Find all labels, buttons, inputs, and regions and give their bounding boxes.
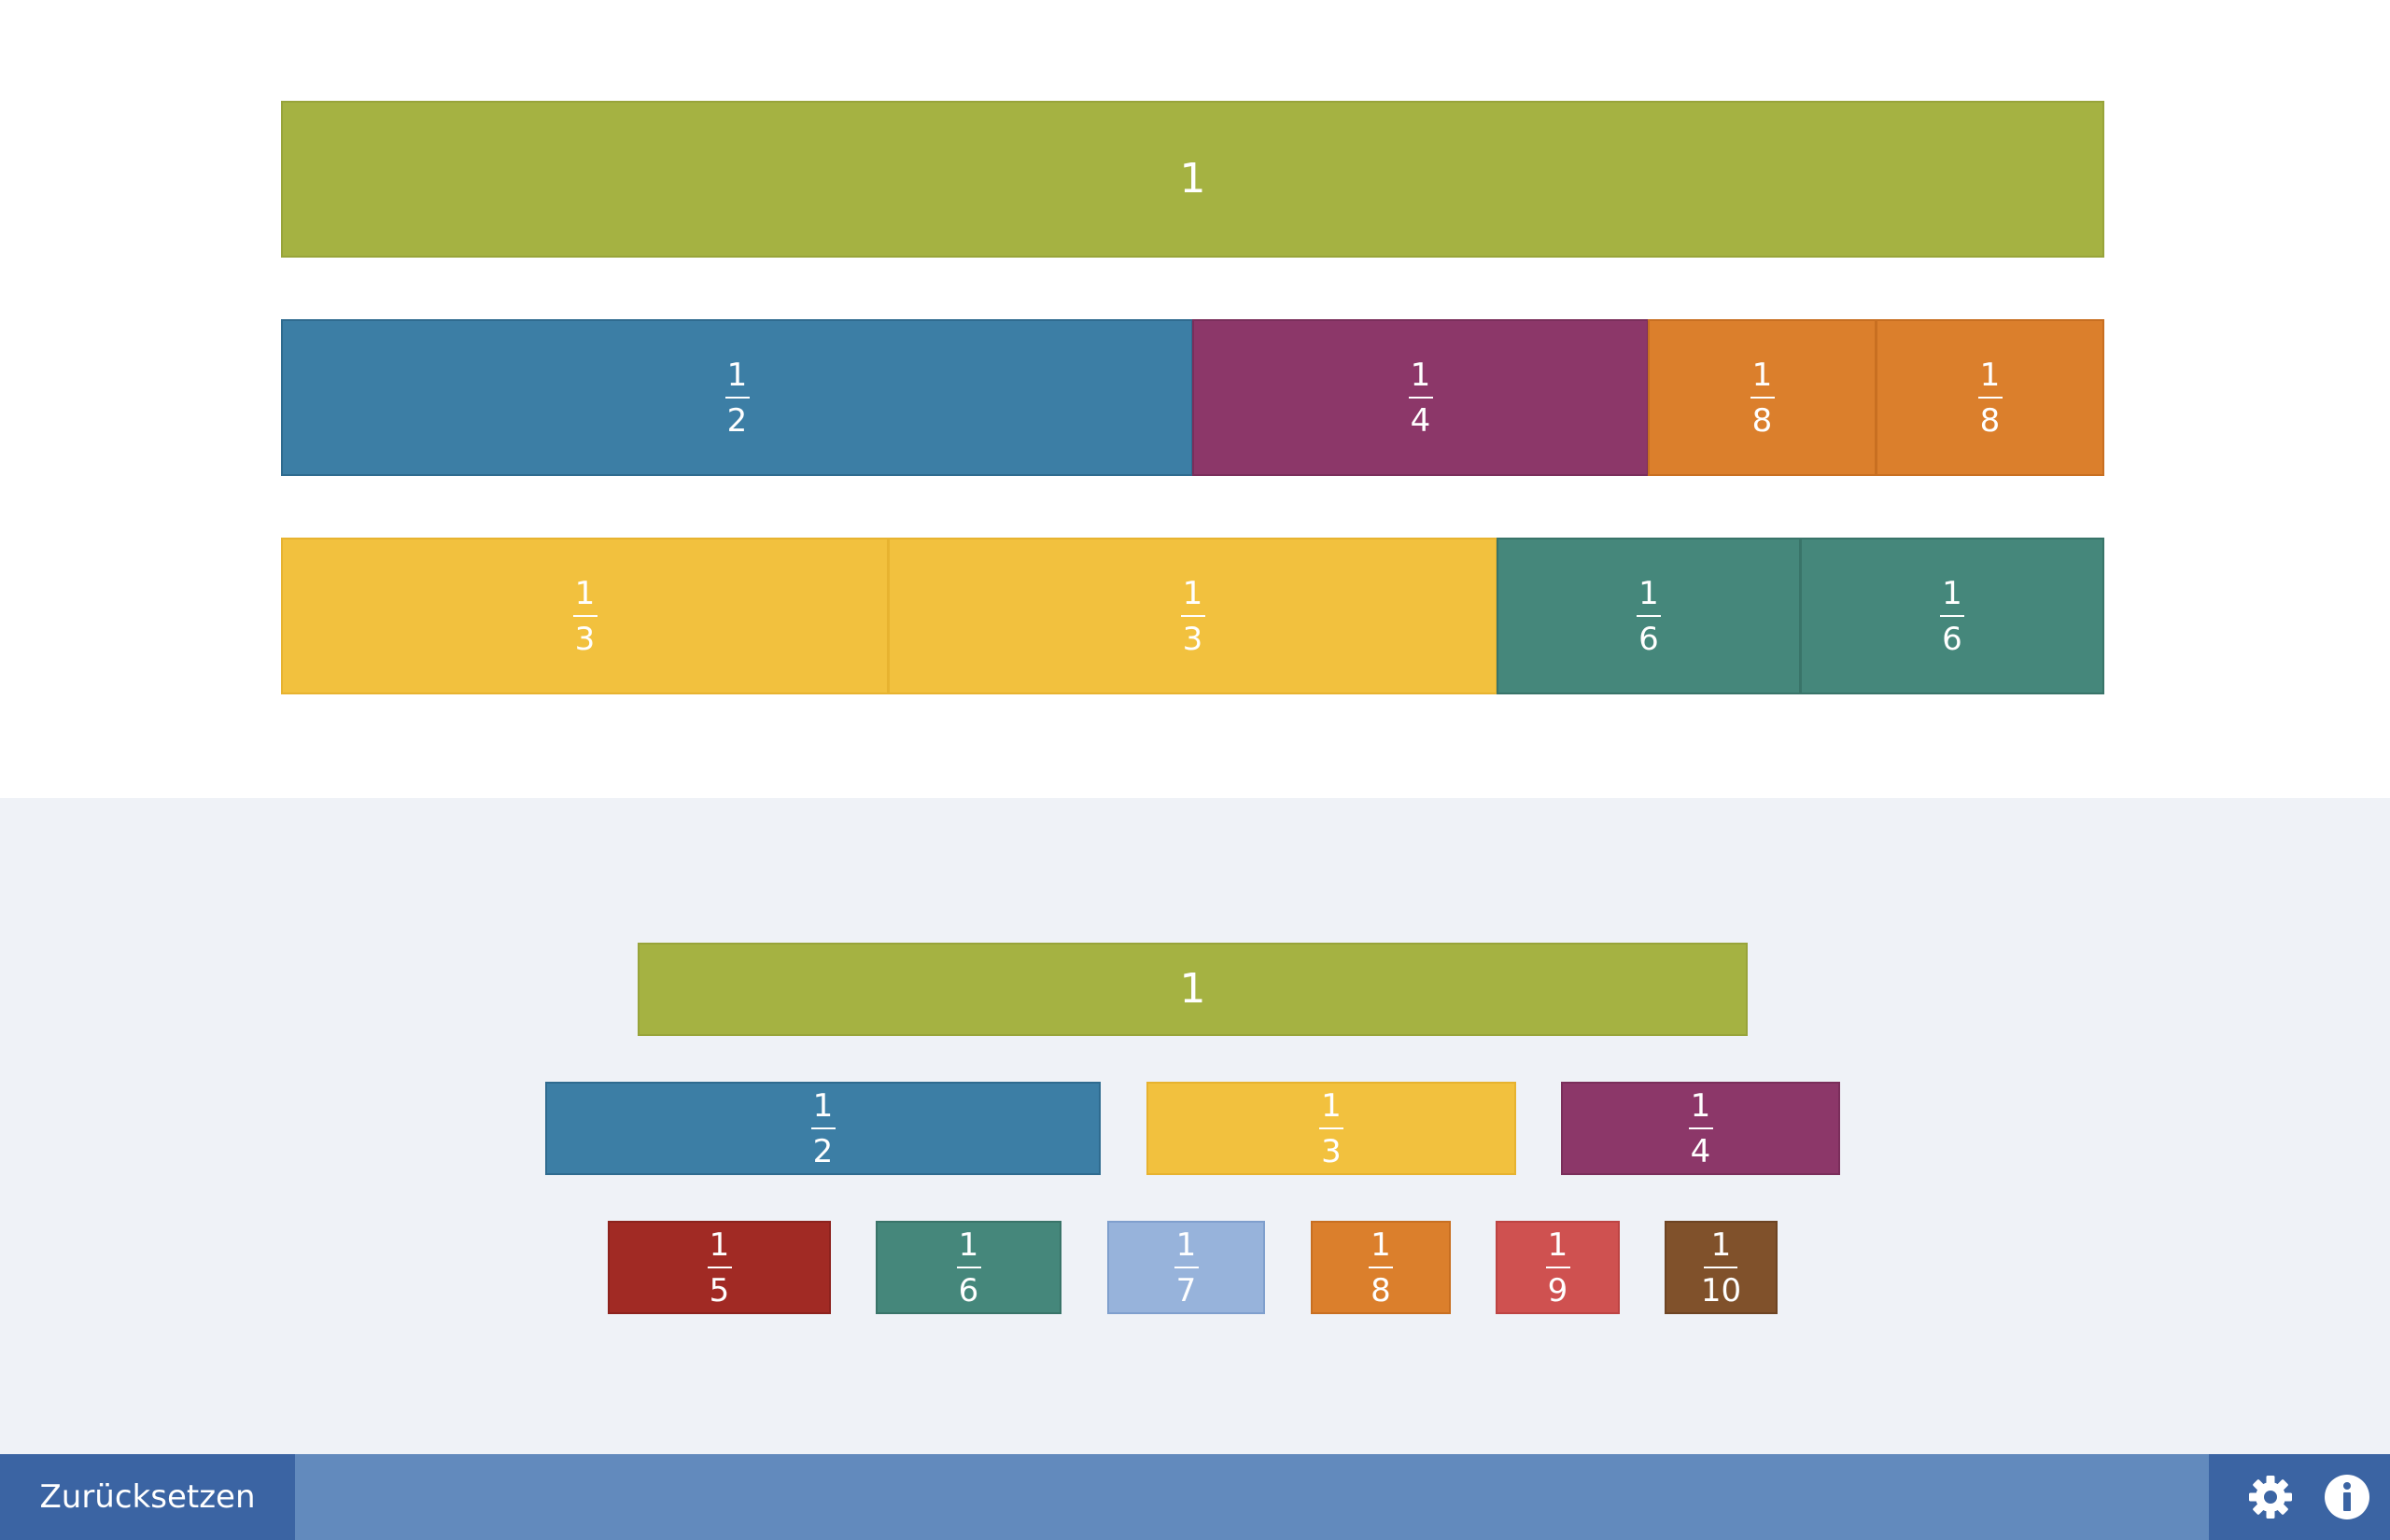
palette-tile-tenth[interactable]: 1 10 [1665,1221,1778,1314]
fraction-label: 1 [1179,155,1206,203]
reset-button[interactable]: Zurücksetzen [0,1454,295,1540]
footer-toolbar: Zurücksetzen [0,1454,2390,1540]
palette-tile-whole[interactable]: 1 [638,943,1748,1036]
info-icon[interactable] [2325,1475,2369,1519]
fraction-label: 1 [1179,965,1206,1013]
workspace-bar-whole[interactable]: 1 [281,101,2104,258]
gear-icon[interactable] [2248,1475,2293,1519]
fraction-label: 1 10 [1700,1225,1742,1309]
footer-actions [2209,1454,2390,1540]
